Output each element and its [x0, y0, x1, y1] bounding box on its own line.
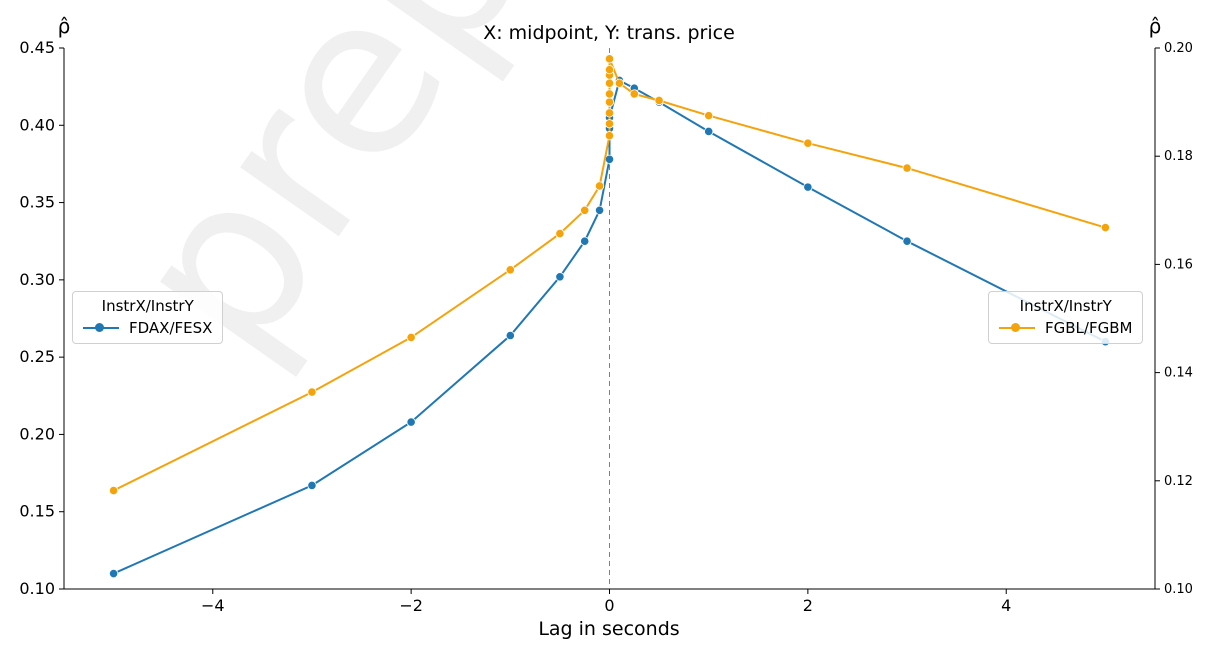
series-point-FDAX/FESX	[704, 126, 714, 137]
legend-left-entry: FDAX/FESX	[73, 317, 222, 343]
legend-left-swatch	[81, 322, 121, 334]
series-point-FGBL/FGBM	[406, 332, 416, 343]
series-point-FGBL/FGBM	[307, 387, 317, 397]
series-point-FDAX/FESX	[902, 236, 912, 246]
x-axis-label: Lag in seconds	[538, 618, 679, 640]
y-right-tick-label: 0.12	[1164, 474, 1193, 489]
chart-title: X: midpoint, Y: trans. price	[483, 22, 735, 44]
series-point-FDAX/FESX	[604, 154, 615, 164]
legend-right-entry: FGBL/FGBM	[989, 317, 1142, 343]
y-left-tick-label: 0.10	[19, 579, 55, 598]
series-point-FDAX/FESX	[307, 480, 317, 491]
series-point-FDAX/FESX	[580, 236, 590, 246]
series-point-FGBL/FGBM	[604, 54, 615, 64]
y-left-tick-label: 0.30	[19, 270, 55, 289]
legend-right-title: InstrX/InstrY	[1019, 297, 1112, 315]
y-left-tick-label: 0.35	[19, 193, 55, 212]
series-point-FDAX/FESX	[803, 182, 813, 192]
x-tick-label: −4	[201, 596, 225, 615]
legend-left-title: InstrX/InstrY	[101, 297, 194, 315]
series-point-FGBL/FGBM	[704, 111, 714, 121]
x-tick-label: 2	[803, 596, 813, 615]
series-point-FGBL/FGBM	[604, 89, 615, 99]
series-point-FDAX/FESX	[406, 417, 416, 427]
y-right-tick-label: 0.18	[1164, 149, 1193, 164]
series-point-FGBL/FGBM	[604, 119, 615, 129]
y-left-tick-label: 0.45	[19, 38, 55, 57]
y-left-tick-label: 0.15	[19, 502, 55, 521]
series-point-FGBL/FGBM	[614, 78, 625, 88]
series-point-FGBL/FGBM	[604, 78, 615, 88]
x-tick-label: 0	[604, 596, 614, 615]
legend-right: InstrX/InstrY FGBL/FGBM	[988, 291, 1144, 344]
series-point-FGBL/FGBM	[604, 97, 615, 107]
series-point-FGBL/FGBM	[629, 89, 639, 99]
series-point-FGBL/FGBM	[654, 95, 664, 106]
y-right-tick-label: 0.16	[1164, 257, 1193, 272]
series-point-FGBL/FGBM	[580, 205, 590, 215]
y-axis-right-label: ρ̂	[1149, 14, 1162, 38]
series-point-FGBL/FGBM	[604, 131, 615, 141]
legend-right-swatch	[997, 322, 1037, 334]
series-point-FDAX/FESX	[505, 330, 515, 341]
y-right-tick-label: 0.20	[1164, 41, 1193, 56]
legend-right-label: FGBL/FGBM	[1045, 319, 1133, 337]
y-axis-left-label: ρ̂	[58, 14, 71, 38]
y-right-tick-label: 0.14	[1164, 366, 1193, 381]
series-point-FGBL/FGBM	[555, 228, 565, 239]
series-point-FGBL/FGBM	[604, 65, 615, 75]
series-point-FGBL/FGBM	[594, 181, 605, 191]
series-point-FGBL/FGBM	[1100, 223, 1111, 233]
plot-area	[108, 48, 1111, 589]
legend-left: InstrX/InstrY FDAX/FESX	[72, 291, 224, 344]
series-point-FDAX/FESX	[108, 568, 119, 579]
series-point-FGBL/FGBM	[902, 163, 912, 173]
series-point-FGBL/FGBM	[108, 485, 119, 496]
series-point-FDAX/FESX	[594, 205, 605, 215]
y-left-tick-label: 0.40	[19, 115, 55, 134]
y-left-tick-label: 0.25	[19, 347, 55, 366]
legend-left-label: FDAX/FESX	[129, 319, 213, 337]
series-point-FGBL/FGBM	[505, 265, 515, 275]
axes-group: −4 −2 0 2 4 0.10 0.15 0.20 0.25 0.30 0.35 0.40 0.45 0…	[19, 38, 1193, 615]
x-tick-label: −2	[399, 596, 423, 615]
series-point-FGBL/FGBM	[604, 108, 615, 118]
series-point-FGBL/FGBM	[803, 138, 813, 148]
y-right-tick-label: 0.10	[1164, 582, 1193, 597]
x-tick-label: 4	[1001, 596, 1011, 615]
y-left-tick-label: 0.20	[19, 424, 55, 443]
series-point-FDAX/FESX	[555, 272, 565, 282]
